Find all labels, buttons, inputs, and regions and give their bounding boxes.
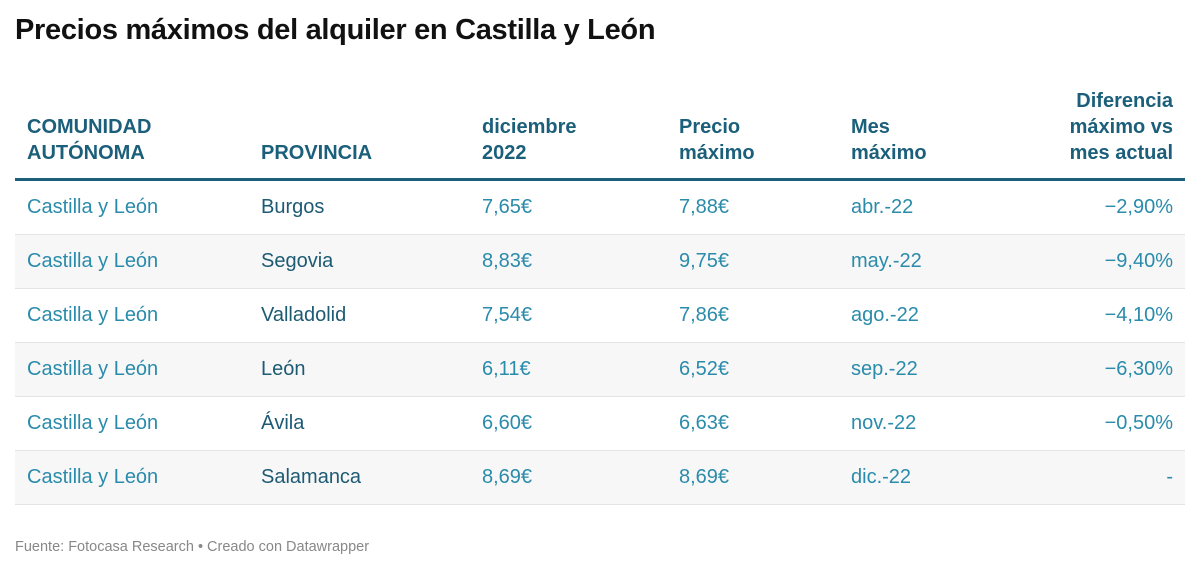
cell-mes-maximo: abr.-22 [839, 179, 991, 235]
header-row: COMUNIDAD AUTÓNOMA PROVINCIA diciembre 202… [15, 88, 1185, 181]
cell-mes-maximo: dic.-22 [839, 450, 991, 505]
cell-diciembre: 8,69€ [470, 450, 667, 505]
source-footer: Fuente: Fotocasa Research • Creado con D… [15, 539, 370, 555]
cell-diferencia: −4,10% [990, 288, 1185, 343]
table-row: Castilla y León Valladolid 7,54€ 7,86€ ago.-… [15, 288, 1185, 343]
header-comunidad[interactable]: COMUNIDAD AUTÓNOMA [15, 88, 249, 181]
cell-precio-maximo: 9,75€ [667, 234, 839, 289]
table-row: Castilla y León Segovia 8,83€ 9,75€ may.-22−… [15, 234, 1185, 289]
table-row: Castilla y León Salamanca 8,69€ 8,69€ dic.-2… [15, 450, 1185, 505]
cell-provincia: Segovia [249, 234, 470, 289]
header-diferencia[interactable]: Diferencia máximo vs mes actual [990, 88, 1185, 181]
cell-comunidad: Castilla y León [15, 450, 249, 505]
cell-comunidad: Castilla y León [15, 234, 249, 289]
cell-provincia: Burgos [249, 179, 470, 235]
cell-precio-maximo: 7,88€ [667, 179, 839, 235]
cell-diciembre: 6,11€ [470, 342, 667, 397]
cell-mes-maximo: sep.-22 [839, 342, 991, 397]
header-mes-maximo[interactable]: Mes máximo [839, 88, 991, 181]
cell-diciembre: 7,65€ [470, 179, 667, 235]
cell-precio-maximo: 7,86€ [667, 288, 839, 343]
cell-precio-maximo: 6,63€ [667, 396, 839, 451]
cell-precio-maximo: 8,69€ [667, 450, 839, 505]
data-table: COMUNIDAD AUTÓNOMA PROVINCIA diciembre 202… [15, 88, 1185, 505]
cell-comunidad: Castilla y León [15, 342, 249, 397]
cell-diciembre: 8,83€ [470, 234, 667, 289]
table-row: Castilla y León Ávila 6,60€ 6,63€ nov.-22 −0,… [15, 396, 1185, 451]
cell-diferencia: −6,30% [990, 342, 1185, 397]
header-diciembre[interactable]: diciembre 2022 [470, 88, 667, 181]
cell-diferencia: - [990, 450, 1185, 505]
table-row: Castilla y León Burgos 7,65€ 7,88€ abr.-22 −2… [15, 179, 1185, 235]
cell-mes-maximo: may.-22 [839, 234, 991, 289]
cell-comunidad: Castilla y León [15, 396, 249, 451]
cell-provincia: León [249, 342, 470, 397]
header-precio-maximo[interactable]: Precio máximo [667, 88, 839, 181]
cell-comunidad: Castilla y León [15, 288, 249, 343]
cell-diferencia: −0,50% [990, 396, 1185, 451]
cell-diferencia: −9,40% [990, 234, 1185, 289]
cell-provincia: Salamanca [249, 450, 470, 505]
cell-diferencia: −2,90% [990, 179, 1185, 235]
cell-diciembre: 7,54€ [470, 288, 667, 343]
cell-mes-maximo: ago.-22 [839, 288, 991, 343]
cell-precio-maximo: 6,52€ [667, 342, 839, 397]
header-provincia[interactable]: PROVINCIA [249, 88, 470, 181]
cell-comunidad: Castilla y León [15, 179, 249, 235]
cell-diciembre: 6,60€ [470, 396, 667, 451]
page-title: Precios máximos del alquiler en Castilla… [15, 14, 656, 46]
cell-provincia: Ávila [249, 396, 470, 451]
cell-provincia: Valladolid [249, 288, 470, 343]
cell-mes-maximo: nov.-22 [839, 396, 991, 451]
table-row: Castilla y León León 6,11€ 6,52€ sep.-22 −6,3… [15, 342, 1185, 397]
